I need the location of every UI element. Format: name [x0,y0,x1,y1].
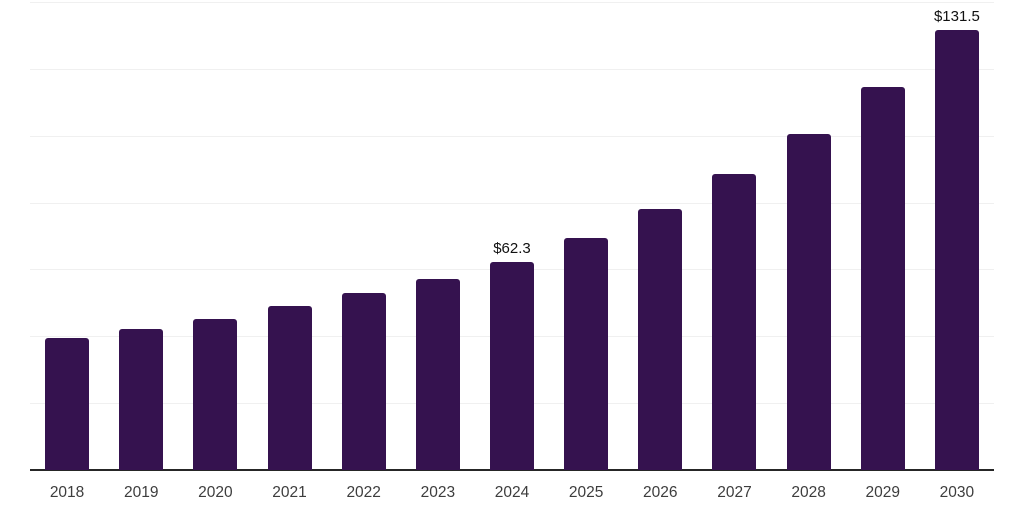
x-tick-label-2024: 2024 [494,484,530,501]
bar-2026 [638,208,683,470]
x-tick-label-2023: 2023 [420,484,456,501]
bar-2020 [193,318,238,470]
bar-2027 [712,173,757,470]
bar-2022 [341,292,386,470]
x-tick-label-2018: 2018 [49,484,85,501]
bar-value-label-2030: $131.5 [933,8,980,26]
bar-value-label-2024: $62.3 [493,239,531,257]
x-tick-label-2028: 2028 [791,484,826,501]
x-tick-label-2026: 2026 [643,484,678,501]
bar-2024 [490,261,534,470]
bar-2018 [45,337,90,470]
bar-2019 [119,328,164,470]
x-tick-label-2019: 2019 [123,484,159,501]
x-axis-line [30,469,994,471]
bar-2025 [564,237,609,470]
gridline [30,68,994,70]
x-tick-label-2025: 2025 [568,484,604,501]
x-tick-label-2030: 2030 [939,484,975,501]
x-tick-label-2027: 2027 [717,484,752,501]
bar-2028 [786,134,831,470]
x-tick-label-2021: 2021 [272,484,307,501]
x-tick-label-2020: 2020 [198,484,233,501]
x-tick-label-2029: 2029 [865,484,900,501]
bar-2029 [860,86,905,470]
bar-2021 [267,305,312,470]
bar-2023 [415,279,460,470]
gridline [30,135,994,137]
gridline [30,202,994,204]
x-tick-label-2022: 2022 [346,484,381,501]
bar-2030 [934,30,979,470]
gridline [30,2,994,3]
